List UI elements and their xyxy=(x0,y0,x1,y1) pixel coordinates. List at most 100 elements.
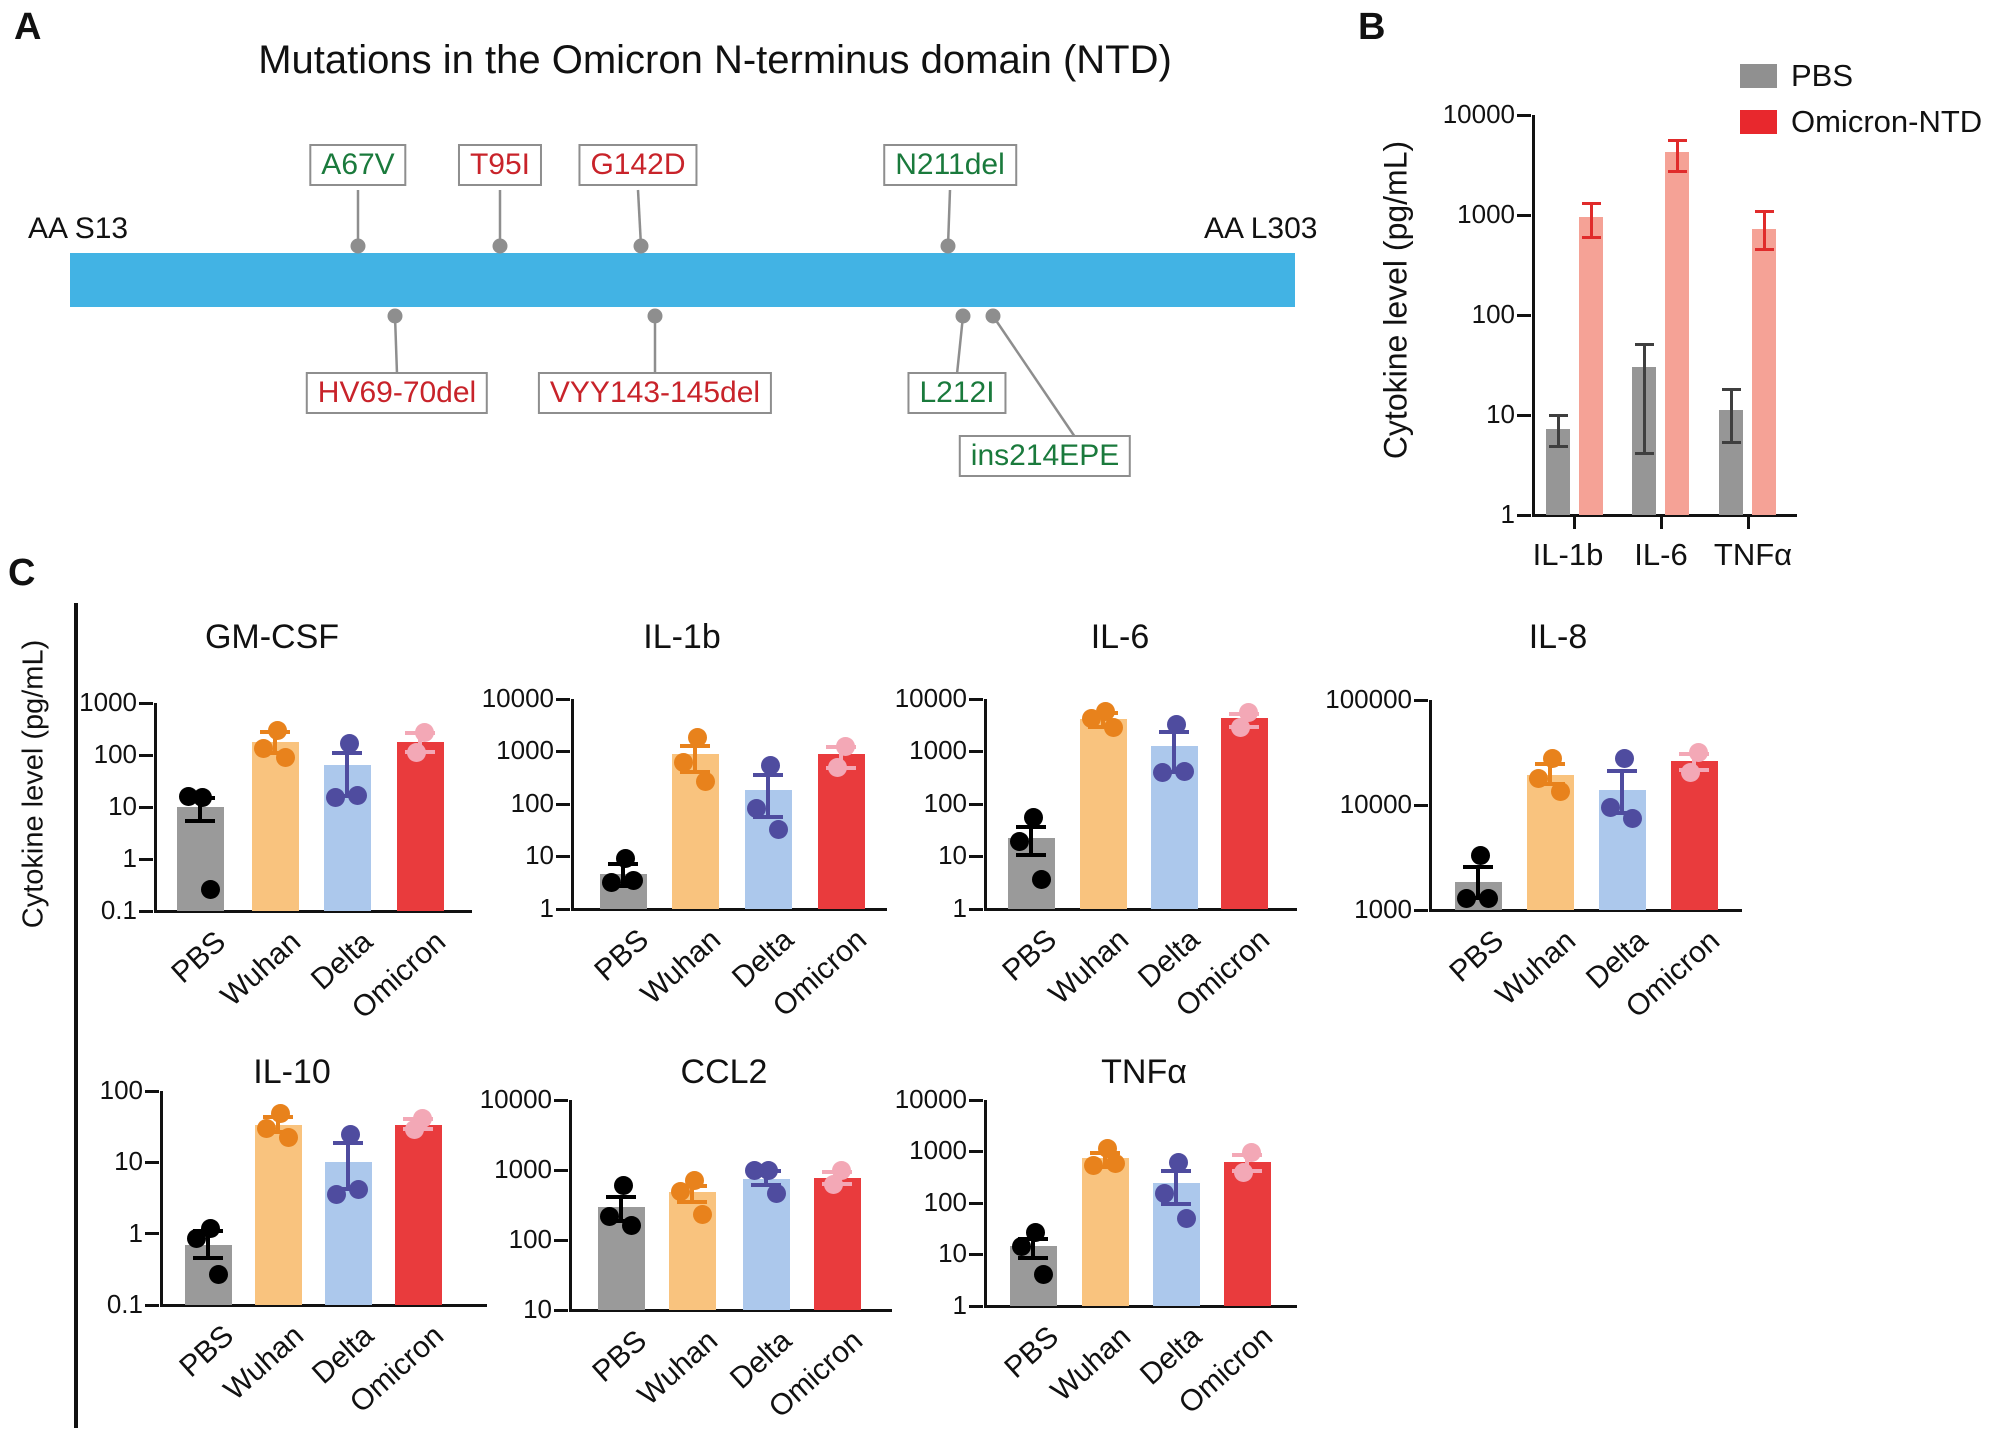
panel-b-x-axis xyxy=(1532,514,1797,517)
err-Omicron-NTD-IL-1b-line xyxy=(1590,204,1593,238)
chart-IL-10-y-tick-label: 1 xyxy=(128,1218,143,1248)
x-label-GM-CSF-Wuhan: Wuhan xyxy=(214,925,308,1013)
chart-TNFα-y-tick xyxy=(969,1099,983,1102)
bar-Omicron-NTD-IL-6 xyxy=(1665,152,1689,515)
chart-GM-CSF-y-tick xyxy=(139,858,153,861)
chart-IL-1b-y-tick xyxy=(556,908,570,911)
point-IL-10-Wuhan xyxy=(271,1104,290,1123)
panel-b-y-tick xyxy=(1517,314,1531,317)
chart-GM-CSF-y-tick xyxy=(139,910,153,913)
point-IL-1b-Delta xyxy=(769,820,788,839)
chart-IL-6-y-tick xyxy=(969,698,983,701)
chart-IL-6-y-tick xyxy=(969,855,983,858)
err-CCL2-PBS-cap-bottom xyxy=(606,1219,636,1223)
point-GM-CSF-Omicron xyxy=(407,743,426,762)
chart-IL-6-y-tick-label: 1000 xyxy=(909,735,967,765)
point-CCL2-Wuhan xyxy=(685,1171,704,1190)
panel-b-y-tick xyxy=(1517,214,1531,217)
panel-b-y-tick-label: 1000 xyxy=(1457,199,1515,229)
mutation-site-dot xyxy=(955,308,971,324)
mutation-label-l212i: L212I xyxy=(907,372,1007,414)
x-label-IL-8-Wuhan: Wuhan xyxy=(1489,924,1583,1012)
panel-c-letter: C xyxy=(8,552,36,594)
point-IL-6-Wuhan xyxy=(1104,718,1123,737)
point-IL-6-Wuhan xyxy=(1082,709,1101,728)
mutation-connector-line xyxy=(946,189,952,247)
err-Omicron-NTD-IL-1b-cap-top xyxy=(1582,202,1601,205)
point-IL-6-Delta xyxy=(1153,763,1172,782)
err-TNFα-Delta-cap-bottom xyxy=(1161,1202,1191,1206)
chart-IL-1b-y-tick-label: 1000 xyxy=(496,735,554,765)
err-CCL2-Wuhan-cap-bottom xyxy=(677,1200,707,1204)
mutation-site-dot xyxy=(647,308,663,324)
err-IL-6-PBS-line xyxy=(1029,827,1033,855)
chart-IL-8-y-tick xyxy=(1414,804,1428,807)
chart-IL-8-y-tick-label: 10000 xyxy=(1339,789,1412,819)
err-IL-10-Wuhan-cap-bottom xyxy=(263,1130,293,1134)
err-TNFα-Wuhan-line xyxy=(1103,1153,1107,1168)
point-IL-8-Omicron xyxy=(1681,763,1700,782)
x-label-CCL2-Wuhan: Wuhan xyxy=(631,1324,725,1412)
err-IL-10-Delta-cap-bottom xyxy=(333,1187,363,1191)
err-PBS-IL-1b-cap-top xyxy=(1549,414,1568,417)
point-IL-8-Omicron xyxy=(1689,743,1708,762)
err-IL-10-PBS-line xyxy=(206,1231,210,1258)
point-TNFα-Wuhan xyxy=(1106,1154,1125,1173)
panel-b-y-tick-label: 100 xyxy=(1471,299,1515,329)
point-TNFα-PBS xyxy=(1026,1223,1045,1242)
chart-IL-10-y-tick-label: 10 xyxy=(114,1146,143,1176)
point-IL-1b-PBS xyxy=(616,849,635,868)
bar-IL-6-Wuhan xyxy=(1080,719,1127,909)
chart-TNFα-y-tick-label: 10 xyxy=(938,1238,967,1268)
err-GM-CSF-Omicron-line xyxy=(418,733,422,752)
panel-b-y-tick-label: 10 xyxy=(1486,399,1515,429)
chart-IL-6-y-tick xyxy=(969,908,983,911)
panel-a-title: Mutations in the Omicron N-terminus doma… xyxy=(258,38,1172,82)
mutation-site-dot xyxy=(387,308,403,324)
err-TNFα-Delta-line xyxy=(1174,1171,1178,1205)
domain-start-label: AA S13 xyxy=(28,212,129,245)
chart-IL-1b-y-tick xyxy=(556,803,570,806)
point-IL-8-PBS xyxy=(1457,889,1476,908)
err-IL-8-Wuhan-line xyxy=(1548,764,1552,784)
chart-IL-1b-y-tick xyxy=(556,698,570,701)
chart-title-GM-CSF: GM-CSF xyxy=(204,618,340,656)
chart-IL-6-y-axis xyxy=(984,699,987,911)
err-GM-CSF-Wuhan-line xyxy=(273,732,277,753)
err-IL-8-Omicron-line xyxy=(1692,754,1696,770)
point-IL-8-Wuhan xyxy=(1529,769,1548,788)
panel-b-x-label-IL-1b: IL-1b xyxy=(1532,537,1604,572)
chart-IL-10-y-axis xyxy=(160,1091,163,1306)
err-IL-6-PBS-cap-top xyxy=(1016,825,1046,829)
chart-title-IL-1b: IL-1b xyxy=(643,618,721,656)
point-IL-6-Omicron xyxy=(1239,703,1258,722)
err-IL-10-PBS-cap-bottom xyxy=(193,1256,223,1260)
err-CCL2-PBS-line xyxy=(619,1197,623,1221)
point-IL-10-PBS xyxy=(209,1265,228,1284)
point-CCL2-Delta xyxy=(745,1161,764,1180)
err-IL-8-PBS-cap-bottom xyxy=(1463,896,1493,900)
point-TNFα-PBS xyxy=(1034,1265,1053,1284)
err-Omicron-NTD-TNFα-line xyxy=(1763,212,1766,250)
point-IL-1b-PBS xyxy=(624,871,643,890)
panel-b-y-axis xyxy=(1532,115,1535,517)
chart-IL-8-y-tick-label: 1000 xyxy=(1354,894,1412,924)
chart-IL-10-y-tick-label: 0.1 xyxy=(106,1289,143,1319)
err-PBS-IL-6-line xyxy=(1643,344,1646,453)
point-IL-8-Wuhan xyxy=(1543,749,1562,768)
x-label-IL-10-Wuhan: Wuhan xyxy=(217,1319,311,1407)
bar-GM-CSF-Wuhan xyxy=(252,742,299,911)
chart-title-TNFα: TNFα xyxy=(1101,1053,1187,1091)
err-IL-8-PBS-cap-top xyxy=(1463,865,1493,869)
err-PBS-TNFα-cap-bottom xyxy=(1722,441,1741,444)
point-GM-CSF-PBS xyxy=(193,788,212,807)
chart-IL-6-y-tick-label: 10000 xyxy=(894,683,967,713)
chart-GM-CSF-y-tick-label: 100 xyxy=(93,739,137,769)
mutation-connector-line xyxy=(636,189,643,247)
panel-c-axis-bracket xyxy=(74,603,78,1428)
chart-IL-10-y-tick xyxy=(145,1232,159,1235)
point-IL-1b-Delta xyxy=(761,756,780,775)
err-IL-8-Delta-line xyxy=(1620,771,1624,813)
err-TNFα-Wuhan-cap-bottom xyxy=(1090,1165,1120,1169)
chart-IL-6-y-tick-label: 100 xyxy=(923,788,967,818)
